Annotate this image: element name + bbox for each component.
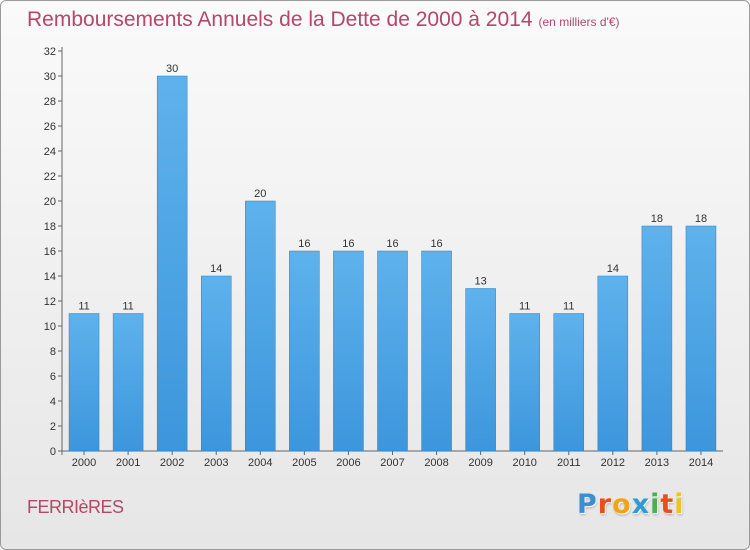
y-tick-label: 28 — [44, 96, 56, 108]
x-tick-label: 2012 — [601, 457, 625, 469]
bar — [509, 313, 540, 452]
bar — [156, 75, 188, 452]
bar-value-label: 30 — [166, 63, 178, 75]
chart-subtitle: (en milliers d'€) — [538, 15, 620, 29]
y-tick-label: 26 — [44, 121, 56, 133]
logo-letter: i — [650, 489, 661, 520]
logo-letter: o — [612, 489, 632, 520]
x-tick-label: 2006 — [336, 457, 360, 469]
x-tick-label: 2000 — [72, 457, 96, 469]
y-tick-label: 22 — [44, 171, 56, 183]
y-tick-label: 14 — [44, 271, 56, 283]
bar-value-label: 11 — [519, 301, 530, 313]
x-tick-label: 2009 — [468, 457, 492, 469]
bar-value-label: 16 — [386, 238, 398, 250]
bar — [553, 313, 585, 452]
bar-value-label: 11 — [78, 301, 89, 313]
x-tick-label: 2010 — [512, 457, 536, 469]
y-tick-label: 4 — [50, 396, 56, 408]
bar-value-label: 14 — [210, 263, 222, 275]
y-tick-label: 0 — [50, 446, 56, 458]
x-tick-label: 2007 — [380, 457, 404, 469]
bar — [421, 250, 452, 452]
bar — [289, 250, 320, 452]
proxiti-logo: Proxiti — [577, 489, 685, 520]
x-tick-label: 2011 — [557, 457, 581, 469]
logo-letter: i — [674, 489, 685, 520]
chart-title: Remboursements Annuels de la Dette de 20… — [27, 8, 620, 32]
x-tick-label: 2004 — [248, 457, 272, 469]
y-tick-label: 16 — [44, 246, 56, 258]
bar-value-label: 11 — [122, 301, 133, 313]
y-tick-label: 12 — [44, 296, 56, 308]
x-tick-label: 2002 — [160, 457, 184, 469]
bar — [685, 225, 717, 452]
bar-value-label: 16 — [430, 238, 442, 250]
bar-value-label: 13 — [475, 276, 487, 288]
y-tick-label: 8 — [50, 346, 56, 358]
bar-value-label: 11 — [563, 301, 574, 313]
x-tick-label: 2003 — [204, 457, 228, 469]
y-tick-label: 10 — [44, 321, 56, 333]
bar-value-label: 16 — [298, 238, 310, 250]
x-tick-label: 2008 — [424, 457, 448, 469]
logo-letter: x — [631, 489, 651, 520]
bar — [245, 200, 276, 452]
x-tick-label: 2013 — [645, 457, 669, 469]
y-tick-label: 30 — [44, 71, 56, 83]
bar-value-label: 14 — [607, 263, 619, 275]
y-tick-label: 6 — [50, 371, 56, 383]
y-tick-label: 20 — [44, 196, 56, 208]
commune-name: FERRIèRES — [27, 497, 124, 517]
y-tick-label: 32 — [44, 46, 56, 58]
bar — [68, 313, 100, 452]
chart-title-text: Remboursements Annuels de la Dette de 20… — [27, 8, 533, 31]
x-tick-label: 2005 — [292, 457, 316, 469]
bar — [465, 288, 496, 452]
bar-value-label: 16 — [342, 238, 354, 250]
logo-letter: P — [577, 489, 598, 520]
logo-letter: r — [597, 489, 613, 520]
bar — [641, 225, 673, 452]
bar — [200, 275, 232, 452]
y-tick-label: 2 — [50, 421, 56, 433]
x-tick-label: 2001 — [116, 457, 140, 469]
bar — [112, 313, 144, 452]
bar — [377, 250, 408, 452]
bar — [333, 250, 364, 452]
bar-value-label: 18 — [695, 213, 707, 225]
logo-letter: t — [660, 489, 675, 520]
bar-value-label: 18 — [651, 213, 663, 225]
y-tick-label: 24 — [44, 146, 56, 158]
y-tick-label: 18 — [44, 221, 56, 233]
bar-value-label: 20 — [254, 188, 266, 200]
bar — [597, 275, 629, 452]
x-tick-label: 2014 — [689, 457, 713, 469]
